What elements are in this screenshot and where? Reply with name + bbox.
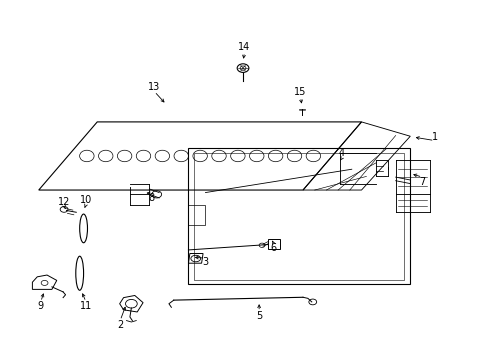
Text: 2: 2 [117,320,123,330]
Text: 4: 4 [338,148,345,158]
Text: 15: 15 [294,87,306,97]
Text: 11: 11 [80,301,92,311]
Text: 12: 12 [58,197,70,207]
Text: 14: 14 [238,42,250,52]
Text: 9: 9 [38,301,43,311]
Text: 10: 10 [80,195,92,205]
Text: 6: 6 [270,243,276,253]
Text: 7: 7 [419,177,425,187]
Text: 1: 1 [431,132,437,142]
Text: 3: 3 [202,257,208,267]
Text: 5: 5 [256,311,262,321]
Text: 8: 8 [148,193,155,203]
Text: 13: 13 [148,82,160,92]
